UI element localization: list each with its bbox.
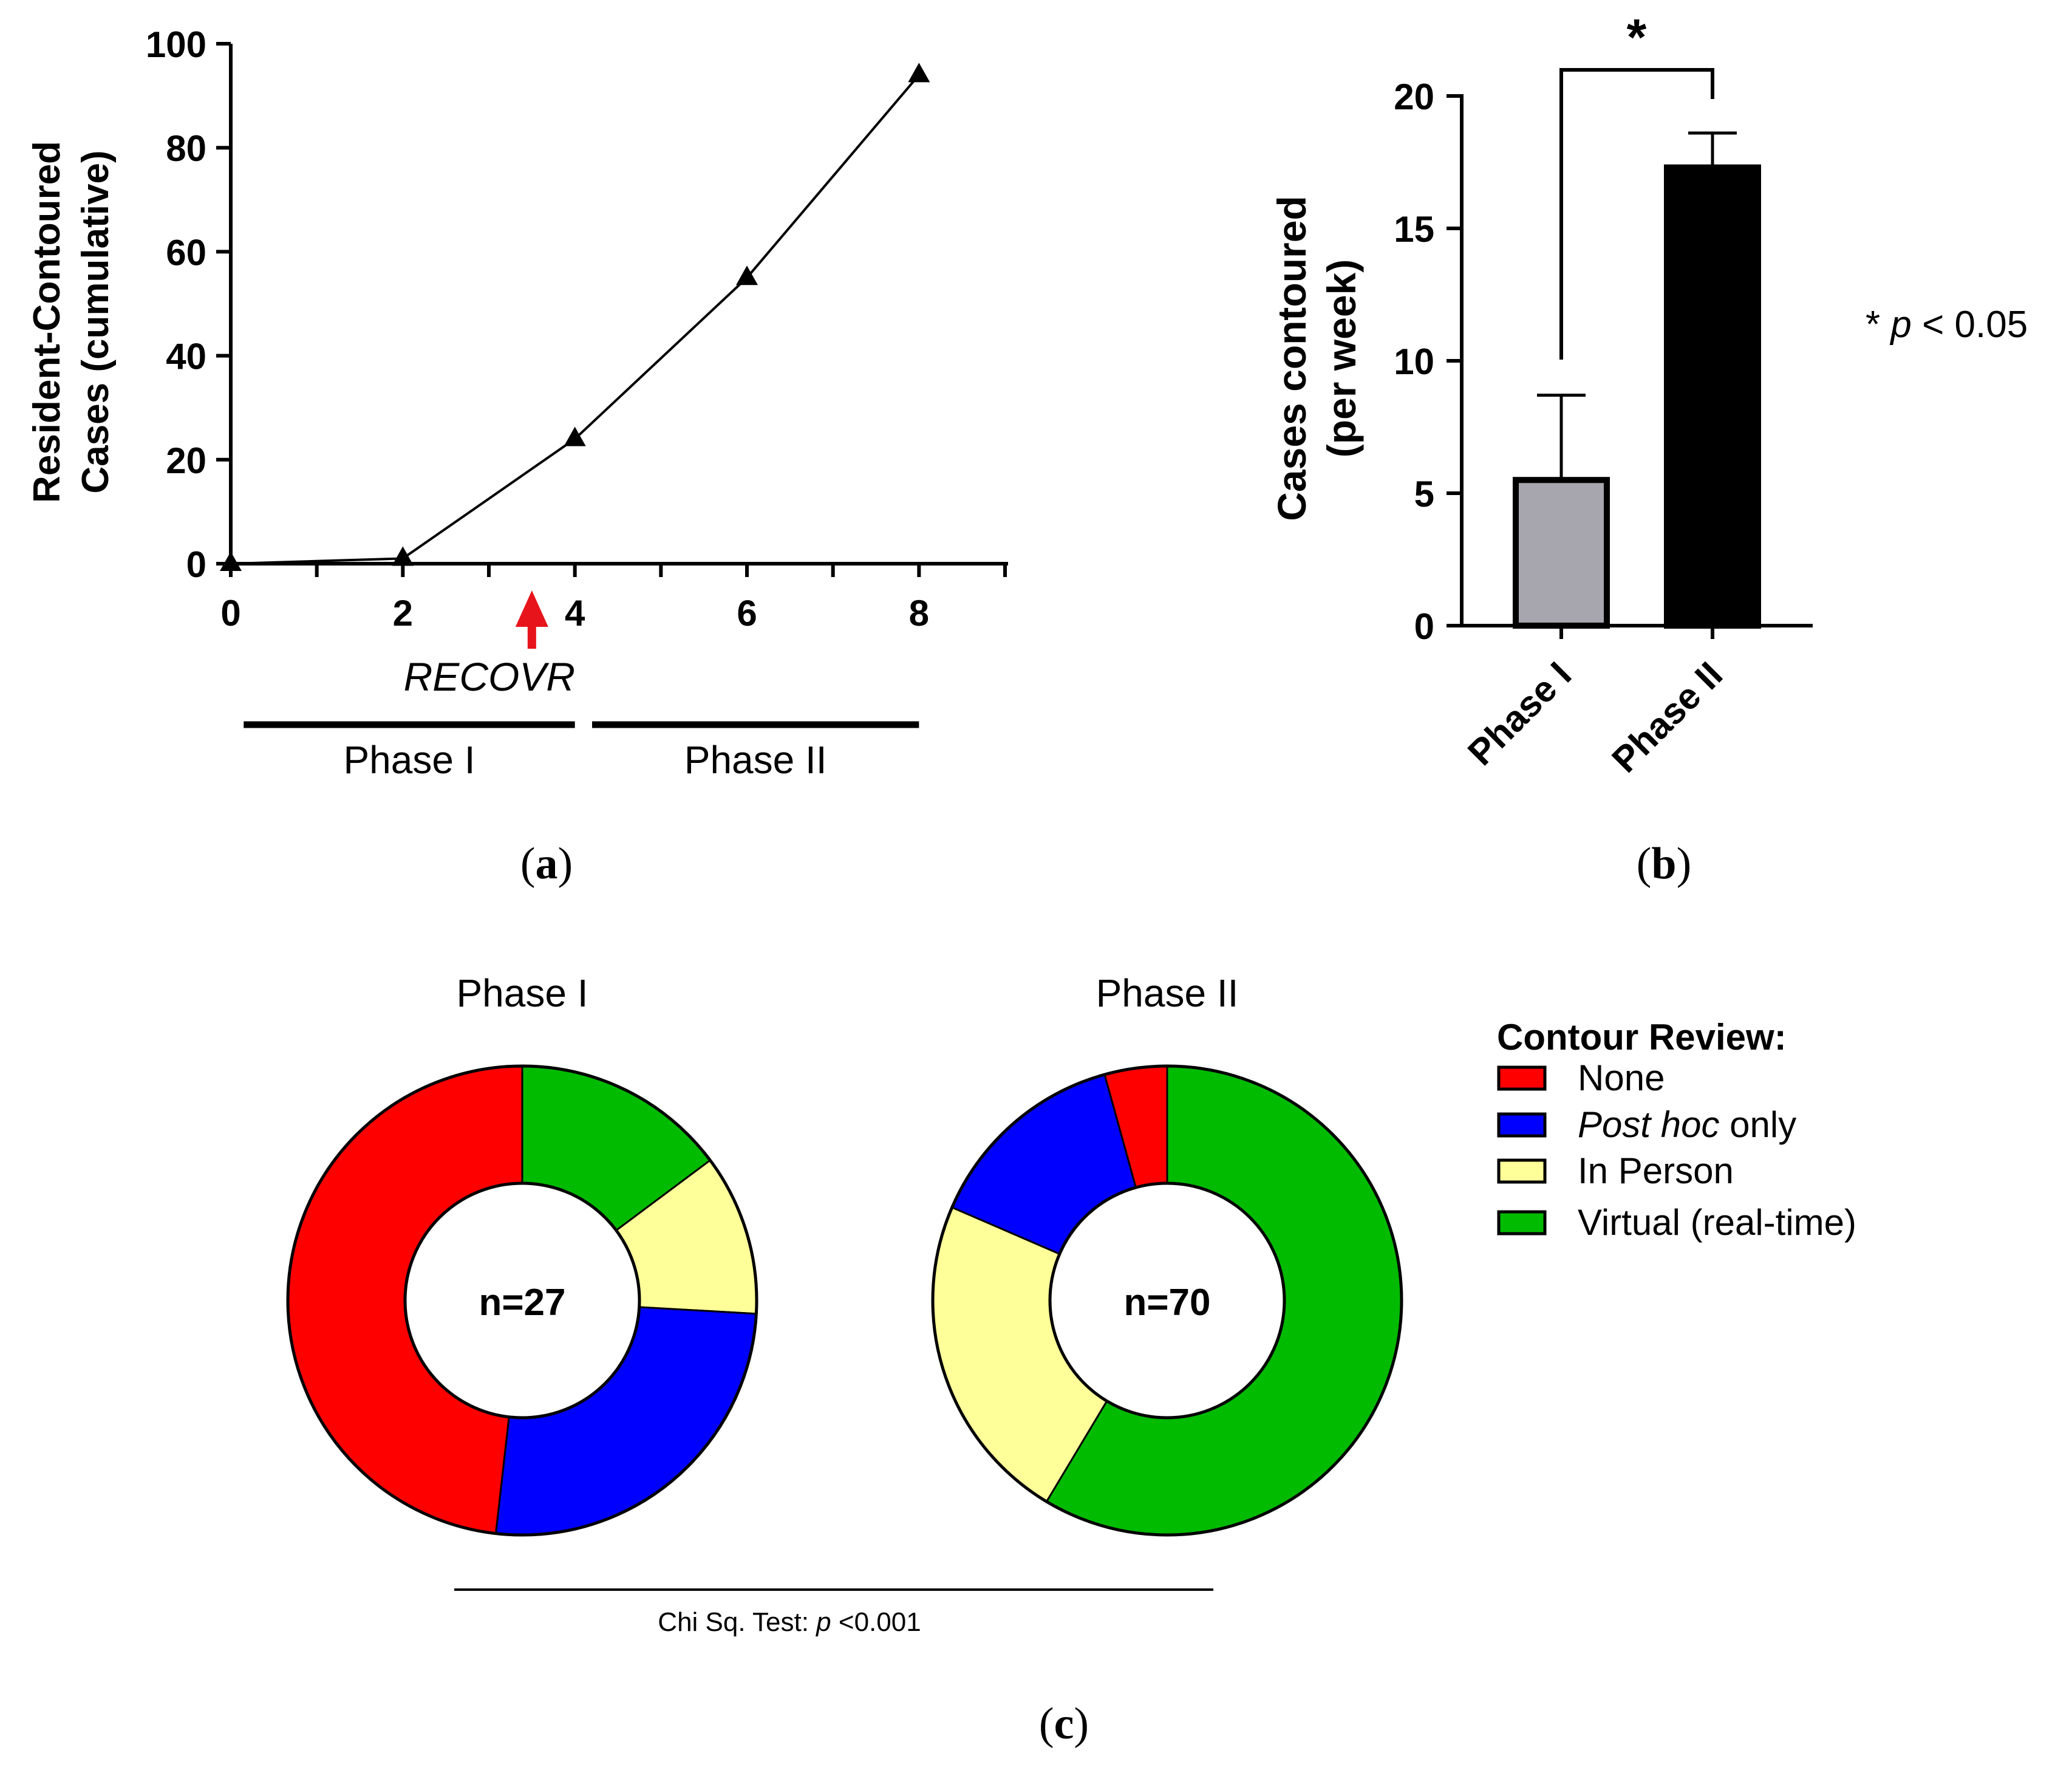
y-tick-label: 15 <box>1394 209 1434 250</box>
legend-label: Virtual (real-time) <box>1578 1202 1856 1243</box>
legend-swatch <box>1497 1112 1547 1138</box>
category-label: Phase I <box>1460 654 1579 773</box>
data-point-marker <box>392 546 414 566</box>
y-tick-label: 100 <box>146 24 206 65</box>
panel-label-b: (b) <box>1637 839 1691 889</box>
recovr-annotation: RECOVR <box>404 654 575 699</box>
donut-title: Phase II <box>1096 971 1239 1015</box>
y-tick-label: 40 <box>166 337 206 377</box>
donut-hole <box>1048 1181 1286 1420</box>
x-tick-label: 8 <box>909 593 929 634</box>
donut-hole <box>403 1181 641 1420</box>
x-tick-label: 2 <box>393 593 413 634</box>
series-line <box>230 74 920 565</box>
category-label: Phase II <box>1604 654 1730 781</box>
y-tick-label: 20 <box>166 440 206 481</box>
donut-center-label: n=70 <box>1123 1282 1210 1324</box>
y-tick-label: 0 <box>186 544 206 585</box>
y-tick-label: 80 <box>166 128 206 169</box>
significance-marker: * <box>1627 9 1647 66</box>
data-point-marker <box>220 552 242 571</box>
legend-swatch <box>1497 1210 1547 1236</box>
legend-label: In Person <box>1578 1150 1734 1191</box>
y-tick-label: 20 <box>1394 77 1434 117</box>
panel-label-c: (c) <box>1039 1699 1089 1749</box>
y-axis-label-line1: Resident-Contoured <box>26 141 68 503</box>
donut-outer-ring <box>931 1064 1403 1537</box>
y-tick-label: 10 <box>1394 341 1434 382</box>
data-point-marker <box>564 426 586 446</box>
bar <box>1513 477 1610 629</box>
data-point-marker <box>908 63 930 83</box>
legend-label: None <box>1578 1058 1665 1098</box>
y-axis-label-line2: (per week) <box>1319 259 1364 457</box>
y-tick-label: 60 <box>166 232 206 273</box>
y-axis-label-line1: Cases contoured <box>1269 196 1314 521</box>
x-tick-label: 6 <box>737 593 757 634</box>
line-chart-panel: Resident-Contoured Cases (cumulative) 0 2… <box>26 24 1008 782</box>
p-value-note: * p < 0.05 <box>1866 304 2028 346</box>
legend-swatch <box>1497 1065 1547 1091</box>
y-tick-label: 0 <box>1414 606 1434 647</box>
donut-outer-ring <box>286 1064 758 1537</box>
y-tick-label: 5 <box>1414 474 1434 514</box>
chi-square-test-label: Chi Sq. Test: p <0.001 <box>658 1607 921 1637</box>
phase-label: Phase I <box>343 738 475 782</box>
bar <box>1664 164 1761 629</box>
phase-label: Phase II <box>684 738 827 782</box>
bar-chart-panel: Cases contoured (per week) 0 5 10 15 20 Phas… <box>1269 9 2028 781</box>
donut-center-label: n=27 <box>479 1282 565 1324</box>
x-tick-label: 4 <box>565 593 585 634</box>
panel-label-a: (a) <box>520 839 573 889</box>
donut-title: Phase I <box>456 971 588 1015</box>
significance-bracket <box>1559 68 1714 360</box>
data-point-marker <box>736 265 758 285</box>
x-tick-label: 0 <box>220 593 240 634</box>
legend-title: Contour Review: <box>1497 1017 1787 1058</box>
legend-swatch <box>1497 1158 1547 1184</box>
recovr-arrow-icon <box>515 590 548 649</box>
y-axis-label-line2: Cases (cumulative) <box>75 150 117 493</box>
legend-label: Post hoc only <box>1578 1104 1796 1145</box>
